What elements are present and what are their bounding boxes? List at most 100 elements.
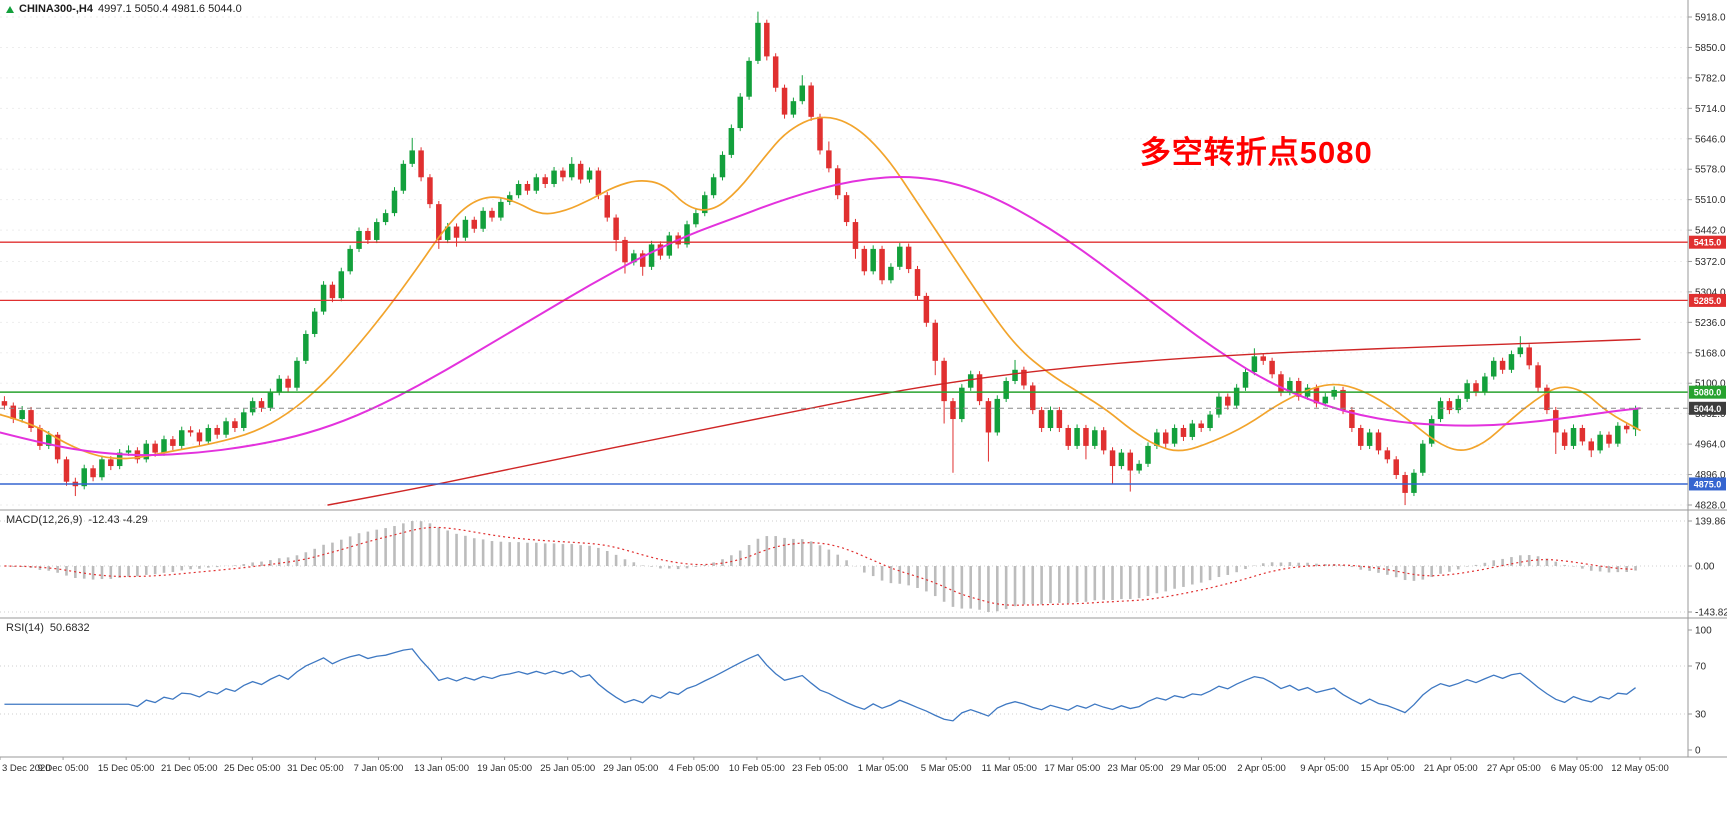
candle (187, 430, 194, 433)
candle (391, 190, 398, 214)
macd-indicator-label: MACD(12,26,9) -12.43 -4.29 (6, 514, 148, 526)
y-tick-label: 5372.0 (1695, 257, 1726, 268)
candle (1180, 427, 1187, 437)
candle (1207, 414, 1213, 428)
candle (772, 56, 779, 88)
candle (19, 410, 25, 420)
candle (826, 150, 832, 169)
date-label: 29 Jan 05:00 (603, 763, 658, 774)
candle (1065, 427, 1071, 446)
candle (1162, 432, 1169, 444)
candle (1092, 430, 1098, 446)
candle (1499, 360, 1506, 370)
candle (1260, 356, 1266, 361)
rsi-tick-label: 100 (1695, 626, 1712, 637)
y-tick-label: 5578.0 (1695, 165, 1726, 176)
candle (480, 210, 486, 229)
price-axis[interactable]: 5918.0 5850.0 5782.0 5714.0 5646.0 5578.0 5510… (1688, 13, 1727, 757)
chart-annotation-text: 多空转折点5080 (1139, 135, 1373, 170)
candle (808, 85, 814, 117)
candle (400, 163, 407, 191)
y-tick-label: 5918.0 (1695, 13, 1726, 24)
candle (1003, 380, 1009, 399)
price-tag-label: 5044.0 (1694, 404, 1722, 414)
candle (976, 374, 983, 402)
candle (994, 398, 1001, 433)
candle (1508, 354, 1515, 370)
candle (843, 195, 850, 223)
candle (560, 170, 566, 178)
candle (1100, 430, 1107, 451)
price-tag (1689, 477, 1726, 491)
ma-fast-line (0, 116, 1641, 460)
candle (152, 443, 158, 453)
y-tick-label: 5100.0 (1695, 379, 1726, 390)
candle (737, 96, 743, 129)
candle (710, 177, 717, 196)
rsi-tick-label: 0 (1695, 746, 1701, 757)
candle (790, 101, 797, 115)
candle (1171, 427, 1178, 444)
candle (1535, 365, 1541, 388)
date-label: 12 May 05:00 (1611, 763, 1669, 774)
candle (1446, 401, 1453, 411)
candle (205, 427, 212, 442)
candle (870, 248, 876, 272)
candle (471, 219, 478, 229)
candle (746, 60, 752, 97)
symbol-info-bar: CHINA300-,H4 4997.1 5050.4 4981.6 5044.0 (6, 3, 242, 15)
candle (586, 170, 593, 180)
candle (897, 246, 903, 267)
date-label: 11 Mar 05:00 (982, 763, 1037, 774)
candle (1632, 408, 1639, 430)
rsi-panel[interactable] (0, 648, 1688, 722)
main-panel[interactable] (0, 11, 1688, 506)
candle (28, 410, 34, 428)
candle (728, 128, 735, 155)
y-tick-label: 5168.0 (1695, 348, 1726, 359)
candle (1127, 452, 1134, 471)
candle (577, 163, 584, 180)
candle (1615, 425, 1621, 444)
candle (1251, 356, 1258, 373)
candle (1038, 410, 1045, 428)
candle (1233, 387, 1240, 406)
candle (267, 392, 274, 408)
candle (1331, 389, 1337, 397)
y-tick-label: 5236.0 (1695, 318, 1726, 329)
candle (311, 311, 318, 334)
date-label: 2 Apr 05:00 (1237, 763, 1286, 774)
date-label: 9 Apr 05:00 (1300, 763, 1349, 774)
candle (427, 177, 433, 205)
candle (1047, 410, 1054, 428)
candle (1420, 443, 1426, 473)
date-label: 10 Feb 05:00 (729, 763, 785, 774)
date-label: 27 Apr 05:00 (1487, 763, 1541, 774)
candle (764, 22, 770, 57)
symbol-icon (6, 5, 14, 13)
candle (99, 459, 105, 478)
candle (1349, 410, 1355, 428)
candle (1411, 472, 1417, 493)
price-tag-label: 5080.0 (1694, 388, 1722, 398)
candle (418, 150, 424, 178)
candle (1473, 383, 1479, 393)
candle (1437, 401, 1444, 420)
candle (506, 195, 513, 202)
candle (1526, 347, 1532, 366)
candle (1393, 459, 1399, 476)
y-tick-label: 5714.0 (1695, 104, 1726, 115)
candle (143, 443, 150, 460)
date-label: 9 Dec 05:00 (37, 763, 88, 774)
price-tag (1689, 401, 1726, 415)
macd-panel[interactable] (0, 520, 1688, 613)
price-tag (1689, 235, 1726, 249)
candle (932, 322, 938, 361)
candle (1154, 432, 1160, 446)
candle (648, 244, 655, 267)
candle (116, 452, 123, 467)
candle (444, 226, 451, 240)
